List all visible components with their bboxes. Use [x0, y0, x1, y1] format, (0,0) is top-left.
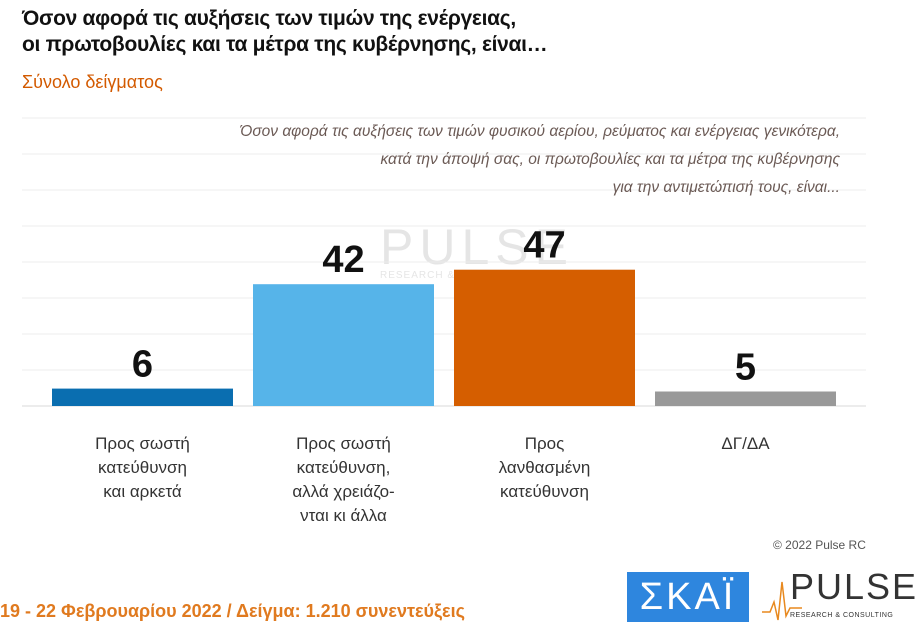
question-line: Όσον αφορά τις αυξήσεις των τιμών φυσικο… [240, 123, 840, 140]
subtitle: Σύνολο δείγματος [22, 72, 163, 92]
category-label: Προς λανθασμένη κατεύθυνση [454, 432, 635, 504]
category-label-line: ΔΓ/ΔΑ [721, 434, 770, 453]
title-line-1: Όσον αφορά τις αυξήσεις των τιμών της εν… [22, 7, 516, 30]
category-label-line: νται κι άλλα [300, 506, 387, 525]
category-label-line: κατεύθυνση [500, 482, 589, 501]
data-label: 5 [735, 347, 756, 389]
footer-fieldwork: 19 - 22 Φεβρουαρίου 2022 / Δείγμα: 1.210… [0, 601, 465, 621]
copyright: © 2022 Pulse RC [773, 538, 866, 552]
skai-logo: ΣΚΑΪ [627, 572, 749, 622]
chart-title: Όσον αφορά τις αυξήσεις των τιμών της εν… [22, 6, 548, 58]
question-line: κατά την άποψή σας, οι πρωτοβουλίες και … [380, 151, 840, 168]
question-text: Όσον αφορά τις αυξήσεις των τιμών φυσικο… [120, 118, 840, 202]
category-label-line: και αρκετά [103, 482, 182, 501]
category-label: Προς σωστή κατεύθυνση και αρκετά [52, 432, 233, 504]
category-label-line: λανθασμένη [498, 458, 591, 477]
title-line-2: οι πρωτοβουλίες και τα μέτρα της κυβέρνη… [22, 33, 548, 56]
category-label-line: κατεύθυνση, [296, 458, 391, 477]
category-label-line: Προς σωστή [296, 434, 391, 453]
category-label: ΔΓ/ΔΑ [655, 432, 836, 456]
data-label: 6 [132, 344, 153, 386]
bar [253, 284, 434, 406]
bar [454, 269, 635, 406]
data-label: 42 [322, 239, 364, 281]
question-line: για την αντιμετώπισή τους, είναι... [612, 179, 840, 196]
category-label-line: κατεύθυνση [98, 458, 187, 477]
category-label: Προς σωστή κατεύθυνση, αλλά χρειάζο-νται κ… [253, 432, 434, 528]
bar [655, 391, 836, 406]
data-label: 47 [523, 225, 565, 267]
category-label-line: αλλά χρειάζο- [292, 482, 395, 501]
category-label-line: Προς σωστή [95, 434, 190, 453]
bar [52, 388, 233, 406]
pulse-logo: PULSE RESEARCH & CONSULTING [762, 566, 916, 624]
category-label-line: Προς [524, 434, 565, 453]
